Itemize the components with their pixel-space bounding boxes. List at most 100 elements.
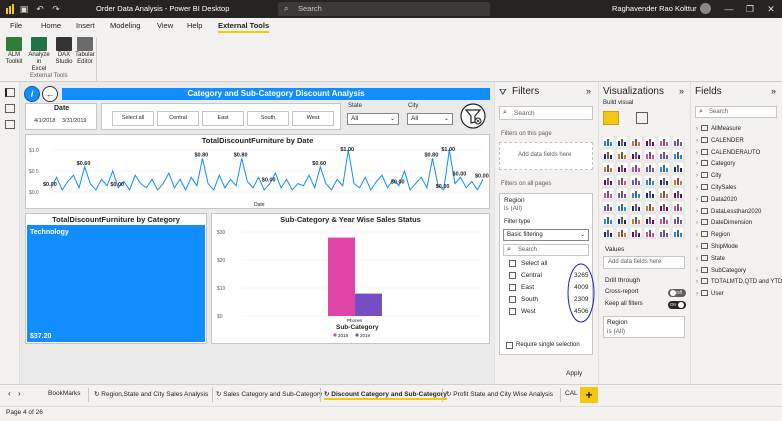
visual-type-icon[interactable] <box>671 148 685 161</box>
tab-region-state-city[interactable]: ↻ Region,State and City Sales Analysis <box>94 391 209 398</box>
bar-chart[interactable]: $30 $20 $10 $0 Phones 2018 2019 <box>211 224 490 342</box>
close-icon[interactable]: ✕ <box>767 4 775 14</box>
collapse-filters-icon[interactable]: » <box>586 86 592 96</box>
visual-type-icon[interactable] <box>671 187 685 200</box>
menu-help[interactable]: Help <box>187 21 203 30</box>
field-table-item[interactable]: › DataLessthan2020 <box>696 207 761 215</box>
dax-studio-button[interactable]: DAX Studio <box>52 37 76 66</box>
visual-type-icon[interactable] <box>657 148 671 161</box>
visual-type-icon[interactable] <box>671 161 685 174</box>
region-east-button[interactable]: East <box>202 111 244 126</box>
visual-type-icon[interactable] <box>615 136 629 148</box>
menu-home[interactable]: Home <box>41 21 62 30</box>
visual-type-icon[interactable] <box>615 200 629 213</box>
select-all-checkbox[interactable] <box>509 260 516 267</box>
info-icon[interactable]: i <box>24 86 40 102</box>
menu-insert[interactable]: Insert <box>76 21 95 30</box>
undo-icon[interactable]: ↶ <box>36 4 44 14</box>
alm-toolkit-button[interactable]: ALM Toolkit <box>2 37 26 66</box>
state-dropdown[interactable]: All ⌄ <box>347 113 399 125</box>
east-checkbox[interactable] <box>509 284 516 291</box>
drill-region-filter[interactable] <box>603 316 685 338</box>
tab-next-icon[interactable]: › <box>18 389 21 398</box>
visual-type-icon[interactable] <box>671 174 685 187</box>
tab-discount-category[interactable]: ↻ Discount Category and Sub-Category <box>324 391 447 400</box>
visual-type-icon[interactable] <box>657 200 671 213</box>
field-table-item[interactable]: › City <box>696 172 721 179</box>
field-table-item[interactable]: › CitySales <box>696 184 736 191</box>
keep-filters-toggle[interactable] <box>668 301 686 309</box>
line-chart[interactable]: $1.0 $0.5 $0.0 $0.00 $0.60 $0.00 $0.80 $0.80 $0.… <box>25 144 490 208</box>
tab-profit-state-city[interactable]: ↻ Profit State and City Wise Analysis <box>446 391 553 398</box>
field-table-item[interactable]: › SubCategory <box>696 266 746 274</box>
analyze-in-excel-button[interactable]: Analyze in Excel <box>27 37 51 73</box>
field-table-item[interactable]: › DateDimension <box>696 219 752 226</box>
series-line[interactable] <box>50 149 484 192</box>
build-visual-tab-icon[interactable] <box>603 111 619 125</box>
visual-type-icon[interactable] <box>643 226 657 239</box>
visual-type-icon[interactable] <box>643 213 657 226</box>
format-visual-tab-icon[interactable] <box>636 112 648 124</box>
field-table-item[interactable]: › Data2020 <box>696 195 737 203</box>
visual-type-icon[interactable] <box>657 213 671 226</box>
tab-bookmarks[interactable]: BookMarks <box>48 390 81 397</box>
visual-type-icon[interactable] <box>602 174 615 187</box>
filter-type-dropdown[interactable]: Basic filtering ⌄ <box>503 229 589 241</box>
visual-type-icon[interactable] <box>629 200 643 213</box>
visual-type-icon[interactable] <box>671 136 685 148</box>
west-checkbox[interactable] <box>509 308 516 315</box>
filters-search-input[interactable]: ⌕ Search <box>499 106 593 120</box>
city-dropdown[interactable]: All ⌄ <box>407 113 453 125</box>
visual-type-icon[interactable] <box>629 226 643 239</box>
visual-type-icon[interactable] <box>602 200 615 213</box>
visual-type-icon[interactable] <box>657 174 671 187</box>
field-table-item[interactable]: › ShipMode <box>696 243 738 250</box>
avatar[interactable] <box>700 3 711 14</box>
visual-type-icon[interactable] <box>657 161 671 174</box>
region-select-all-button[interactable]: Select all <box>112 111 154 126</box>
report-view-icon[interactable] <box>5 88 15 97</box>
date-slicer[interactable] <box>25 103 97 130</box>
visual-type-icon[interactable] <box>615 226 629 239</box>
values-drop-zone[interactable] <box>603 256 685 269</box>
visual-type-icon[interactable] <box>602 187 615 200</box>
menu-file[interactable]: File <box>10 21 23 30</box>
tabular-editor-button[interactable]: Tabular Editor <box>73 37 97 66</box>
visual-type-icon[interactable] <box>629 174 643 187</box>
cross-report-toggle[interactable] <box>668 289 686 297</box>
field-table-item[interactable]: › TOTALMTD,QTD and YTD <box>696 278 782 285</box>
visual-type-icon[interactable] <box>671 200 685 213</box>
collapse-viz-icon[interactable]: » <box>679 86 685 96</box>
filter-list-search-input[interactable]: ⌕ Search <box>503 244 589 256</box>
visual-type-icon[interactable] <box>602 136 615 148</box>
visual-type-icon[interactable] <box>643 187 657 200</box>
menu-view[interactable]: View <box>157 21 174 30</box>
visual-type-icon[interactable] <box>629 213 643 226</box>
visual-type-icon[interactable] <box>615 161 629 174</box>
central-checkbox[interactable] <box>509 272 516 279</box>
visual-type-icon[interactable] <box>629 187 643 200</box>
fields-search-input[interactable]: ⌕ Search <box>695 106 777 118</box>
model-view-icon[interactable] <box>5 120 15 129</box>
region-south-button[interactable]: South <box>247 111 289 126</box>
line-chart-card[interactable] <box>25 134 490 209</box>
field-table-item[interactable]: › State <box>696 254 725 262</box>
tab-sales-category[interactable]: ↻ Sales Category and Sub-Category <box>216 391 323 398</box>
visual-type-icon[interactable] <box>602 148 615 161</box>
visual-type-icon[interactable] <box>643 136 657 148</box>
visual-type-icon[interactable] <box>629 136 643 148</box>
page-filter-drop-zone[interactable] <box>499 142 593 170</box>
back-arrow-icon[interactable]: ← <box>42 86 58 102</box>
tab-cal[interactable]: CAL <box>565 390 578 397</box>
visual-type-icon[interactable] <box>643 174 657 187</box>
add-page-button[interactable]: + <box>580 387 598 403</box>
field-table-item[interactable]: › Region <box>696 231 730 238</box>
clear-filters-icon[interactable] <box>459 103 487 129</box>
field-table-item[interactable]: › CALENDERAUTO <box>696 148 760 156</box>
visual-type-icon[interactable] <box>602 213 615 226</box>
apply-button[interactable]: Apply <box>566 370 583 377</box>
tab-prev-icon[interactable]: ‹ <box>8 389 11 398</box>
field-table-item[interactable]: › User <box>696 290 724 297</box>
visual-type-icon[interactable] <box>657 187 671 200</box>
visual-type-icon[interactable] <box>602 161 615 174</box>
